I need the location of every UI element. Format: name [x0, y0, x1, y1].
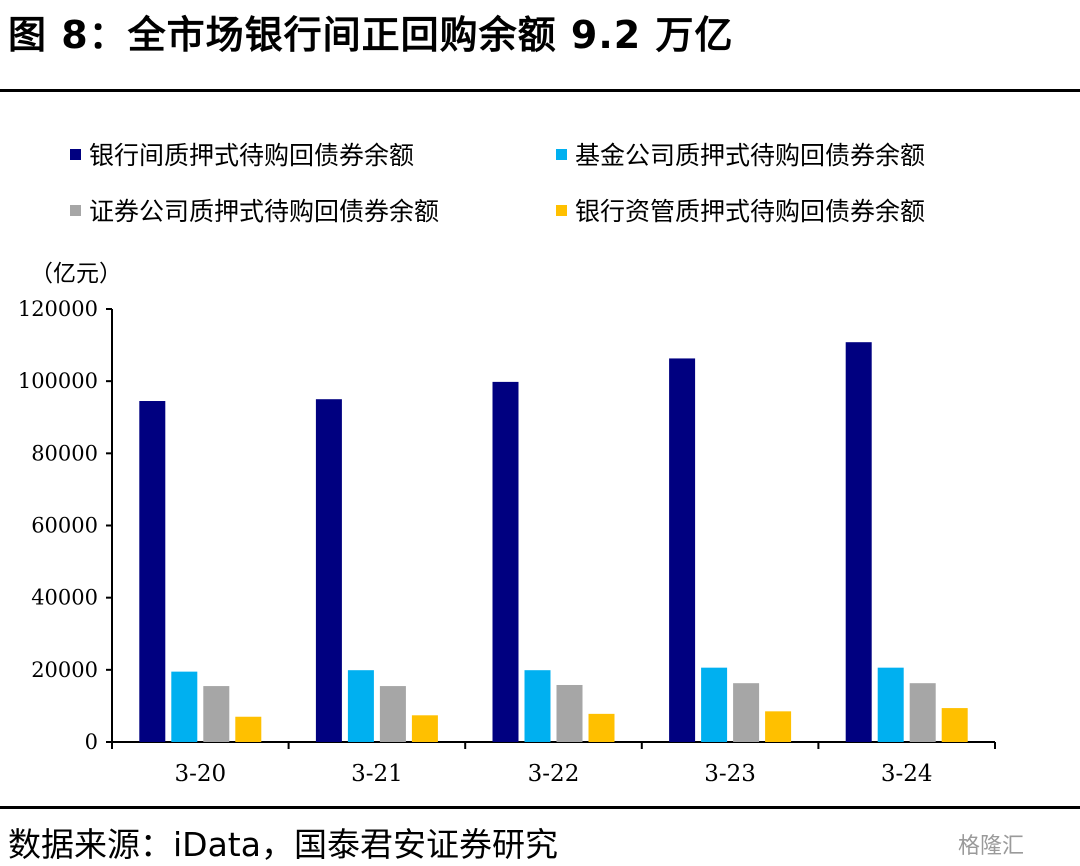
- source-note: 数据来源：iData，国泰君安证券研究: [8, 825, 558, 864]
- bottom-divider: [0, 806, 1080, 809]
- bar-3-24-series-0: [845, 342, 872, 742]
- x-tick-label: 3-24: [881, 761, 933, 787]
- bar-3-22-series-0: [492, 381, 519, 742]
- page-title: 图 8：全市场银行间正回购余额 9.2 万亿: [8, 13, 734, 57]
- bar-3-21-series-0: [315, 399, 342, 742]
- y-tick-label: 80000: [31, 441, 98, 465]
- x-tick-label: 3-22: [528, 761, 580, 787]
- watermark-text: 格隆汇: [958, 834, 1025, 859]
- y-tick-label: 100000: [18, 369, 98, 393]
- x-tick-label: 3-23: [704, 761, 756, 787]
- bar-3-20-series-3: [235, 716, 262, 742]
- x-tick-label: 3-20: [174, 761, 226, 787]
- bar-3-24-series-3: [941, 708, 968, 742]
- legend-item-securities: 证券公司质押式待购回债券余额: [70, 192, 439, 228]
- legend-swatch-bank-am: [556, 204, 567, 216]
- bar-3-23-series-2: [733, 683, 760, 742]
- legend-item-bank: 银行间质押式待购回债券余额: [70, 136, 414, 172]
- bar-3-24-series-2: [909, 683, 936, 742]
- legend-swatch-bank: [70, 148, 81, 160]
- bar-3-22-series-3: [588, 713, 615, 742]
- bar-3-20-series-1: [171, 671, 198, 742]
- bar-3-21-series-1: [347, 670, 374, 742]
- y-tick-label: 0: [85, 730, 98, 754]
- bar-3-20-series-0: [139, 401, 166, 742]
- y-tick-label: 120000: [18, 297, 98, 321]
- bar-3-22-series-1: [524, 670, 551, 742]
- legend-swatch-fund: [556, 148, 567, 160]
- bar-3-22-series-2: [556, 684, 583, 742]
- y-tick-label: 40000: [31, 586, 98, 610]
- y-tick-label: 20000: [31, 658, 98, 682]
- bar-3-21-series-2: [379, 686, 406, 742]
- bar-3-20-series-2: [203, 686, 230, 742]
- bar-3-23-series-1: [701, 667, 728, 742]
- bar-3-24-series-1: [877, 667, 904, 742]
- top-divider: [0, 89, 1080, 92]
- legend-swatch-securities: [70, 204, 81, 216]
- bar-3-21-series-3: [411, 715, 438, 742]
- x-tick-label: 3-21: [351, 761, 403, 787]
- bar-3-23-series-3: [765, 711, 792, 742]
- legend-label-bank: 银行间质押式待购回债券余额: [89, 141, 415, 170]
- legend-item-bank-am: 银行资管质押式待购回债券余额: [556, 192, 925, 228]
- y-tick-label: 60000: [31, 514, 98, 538]
- legend-label-bank-am: 银行资管质押式待购回债券余额: [575, 197, 926, 226]
- legend-label-securities: 证券公司质押式待购回债券余额: [89, 197, 440, 226]
- legend-label-fund: 基金公司质押式待购回债券余额: [575, 141, 926, 170]
- y-axis-unit: （亿元）: [30, 261, 122, 287]
- bar-3-23-series-0: [669, 358, 696, 742]
- legend-item-fund: 基金公司质押式待购回债券余额: [556, 136, 925, 172]
